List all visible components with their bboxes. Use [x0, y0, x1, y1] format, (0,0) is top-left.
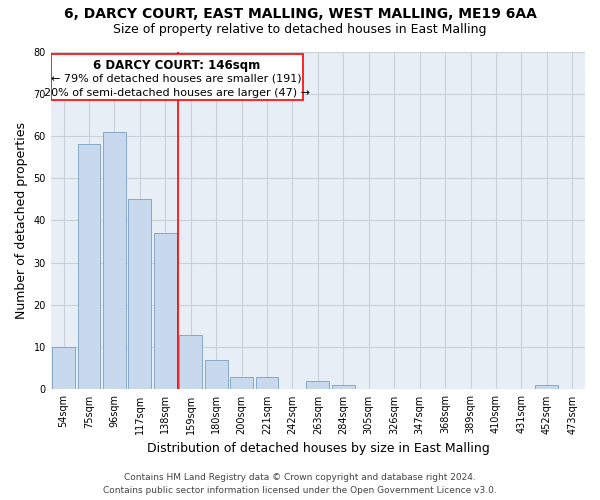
Text: Size of property relative to detached houses in East Malling: Size of property relative to detached ho… — [113, 22, 487, 36]
Bar — [77, 144, 100, 390]
Bar — [52, 347, 75, 390]
Bar — [154, 233, 177, 390]
Bar — [103, 132, 126, 390]
Text: 6, DARCY COURT, EAST MALLING, WEST MALLING, ME19 6AA: 6, DARCY COURT, EAST MALLING, WEST MALLI… — [64, 8, 536, 22]
Bar — [230, 377, 253, 390]
Bar — [535, 385, 558, 390]
Text: 6 DARCY COURT: 146sqm: 6 DARCY COURT: 146sqm — [93, 58, 260, 71]
X-axis label: Distribution of detached houses by size in East Malling: Distribution of detached houses by size … — [146, 442, 489, 455]
Bar — [128, 200, 151, 390]
Text: 20% of semi-detached houses are larger (47) →: 20% of semi-detached houses are larger (… — [44, 88, 310, 98]
FancyBboxPatch shape — [51, 54, 302, 100]
Text: ← 79% of detached houses are smaller (191): ← 79% of detached houses are smaller (19… — [52, 74, 302, 84]
Bar — [179, 334, 202, 390]
Bar — [205, 360, 227, 390]
Bar — [332, 385, 355, 390]
Text: Contains HM Land Registry data © Crown copyright and database right 2024.
Contai: Contains HM Land Registry data © Crown c… — [103, 473, 497, 495]
Y-axis label: Number of detached properties: Number of detached properties — [15, 122, 28, 319]
Bar — [256, 377, 278, 390]
Bar — [307, 381, 329, 390]
